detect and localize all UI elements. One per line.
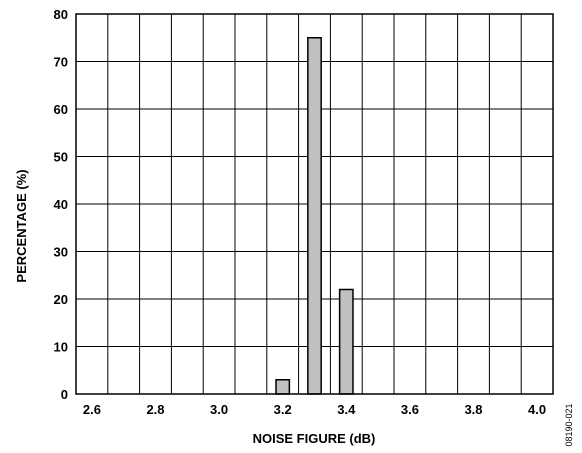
y-tick-label: 10 — [54, 340, 68, 355]
y-tick-label: 40 — [54, 197, 68, 212]
y-tick-label: 50 — [54, 150, 68, 165]
x-tick-label: 3.6 — [401, 402, 419, 417]
x-tick-label: 3.2 — [274, 402, 292, 417]
bars — [275, 37, 354, 395]
x-tick-label: 3.0 — [210, 402, 228, 417]
x-tick-label: 2.8 — [146, 402, 164, 417]
x-tick-label: 4.0 — [528, 402, 546, 417]
y-axis-title: PERCENTAGE (%) — [14, 169, 29, 282]
bar — [307, 37, 322, 395]
x-axis-title: NOISE FIGURE (dB) — [253, 431, 376, 446]
y-tick-labels: 0 10 20 30 40 50 60 70 80 — [54, 7, 68, 402]
y-tick-label: 80 — [54, 7, 68, 22]
y-tick-label: 20 — [54, 292, 68, 307]
bar — [275, 379, 291, 395]
figure-id: 08190-021 — [564, 403, 574, 446]
y-tick-label: 30 — [54, 245, 68, 260]
x-tick-labels: 2.6 2.8 3.0 3.2 3.4 3.6 3.8 4.0 — [83, 402, 546, 417]
y-tick-label: 60 — [54, 102, 68, 117]
x-tick-label: 2.6 — [83, 402, 101, 417]
y-tick-label: 70 — [54, 55, 68, 70]
x-tick-label: 3.4 — [337, 402, 356, 417]
y-tick-label: 0 — [61, 387, 68, 402]
bar — [338, 288, 354, 395]
plot-frame — [75, 13, 554, 395]
x-tick-label: 3.8 — [464, 402, 482, 417]
